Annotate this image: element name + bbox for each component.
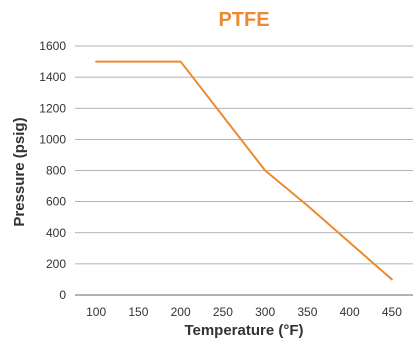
x-tick-label: 350	[297, 305, 317, 319]
x-tick-label: 150	[128, 305, 148, 319]
y-tick-label: 1400	[39, 70, 66, 84]
x-tick-label: 400	[340, 305, 360, 319]
y-tick-label: 600	[46, 195, 66, 209]
x-axis-tick-labels: 100 150 200 250 300 350 400 450	[86, 305, 402, 319]
y-tick-label: 800	[46, 164, 66, 178]
y-tick-label: 200	[46, 257, 66, 271]
y-tick-label: 1000	[39, 132, 66, 146]
plot-series	[95, 60, 393, 281]
y-tick-label: 400	[46, 226, 66, 240]
x-tick-label: 250	[213, 305, 233, 319]
y-tick-label: 1200	[39, 101, 66, 115]
chart-title: PTFE	[218, 9, 269, 31]
grid-lines	[75, 45, 413, 265]
y-tick-label: 0	[59, 288, 66, 302]
pressure-temperature-line-1	[95, 60, 393, 281]
y-axis-label: Pressure (psig)	[11, 117, 28, 226]
x-tick-label: 100	[86, 305, 106, 319]
y-axis-tick-labels: 0 200 400 600 800 1000 1200 1400 1600	[39, 39, 66, 302]
x-axis-label: Temperature (°F)	[184, 322, 303, 339]
x-tick-label: 300	[255, 305, 275, 319]
x-tick-label: 200	[171, 305, 191, 319]
x-tick-label: 450	[382, 305, 402, 319]
y-tick-label: 1600	[39, 39, 66, 53]
